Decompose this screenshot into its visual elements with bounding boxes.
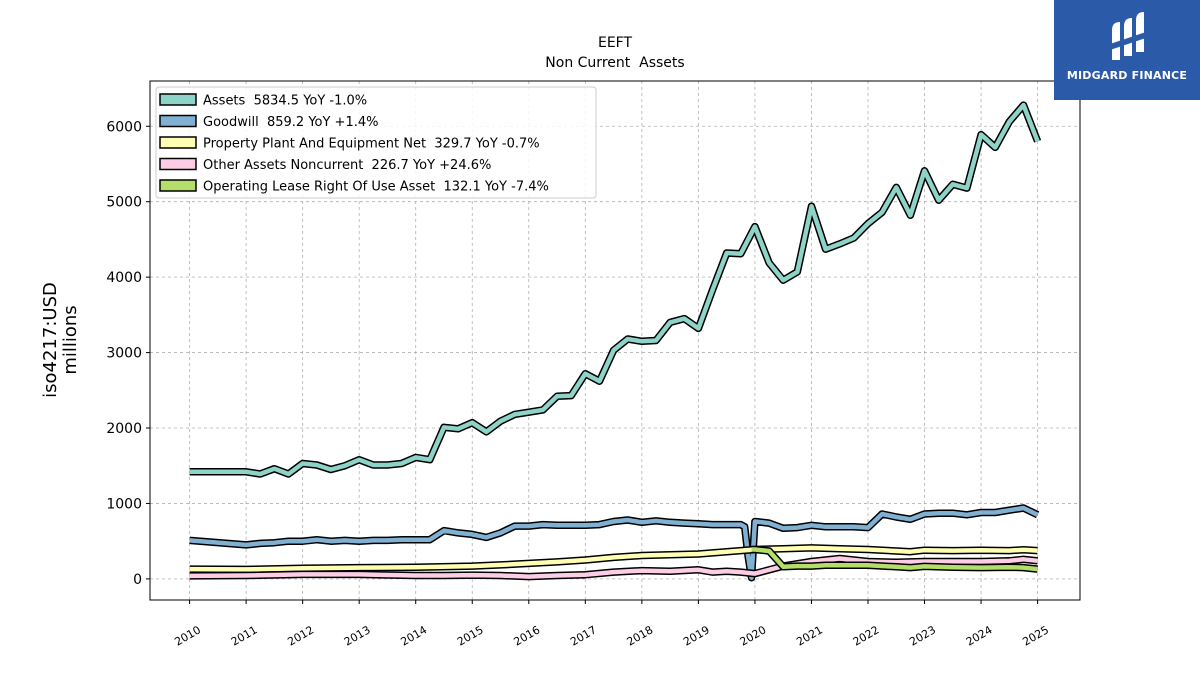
brand-logo: MIDGARD FINANCE: [1054, 0, 1200, 100]
y-axis-label: iso4217:USD millions: [40, 282, 81, 398]
y-tick-label: 5000: [106, 195, 142, 211]
x-tick-label: 2018: [625, 623, 656, 648]
x-tick-label: 2019: [681, 623, 712, 648]
y-tick-label: 0: [133, 572, 142, 588]
y-tick-label: 2000: [106, 421, 142, 437]
x-tick-label: 2023: [907, 623, 938, 648]
legend-swatch: [159, 114, 197, 128]
legend-entry: Other Assets Noncurrent 226.7 YoY +24.6%: [203, 158, 491, 173]
legend-swatch: [159, 179, 197, 192]
y-tick-label: 6000: [106, 119, 142, 135]
chart-subtitle: Non Current Assets: [545, 55, 684, 71]
x-tick-label: 2013: [342, 623, 373, 648]
legend-swatch: [159, 157, 197, 171]
x-tick-label: 2010: [172, 623, 203, 648]
y-axis-label-line: millions: [60, 305, 81, 374]
series-line: [189, 102, 1040, 477]
y-tick-label: 1000: [106, 496, 142, 512]
legend-swatch: [159, 93, 197, 106]
x-tick-label: 2011: [229, 623, 260, 648]
y-axis-label-line: iso4217:USD: [40, 282, 61, 398]
legend-entry: Operating Lease Right Of Use Asset 132.1…: [203, 180, 549, 195]
series-line: [751, 547, 1038, 572]
x-tick-label: 2016: [512, 623, 543, 648]
series-line: [189, 545, 1038, 572]
y-tick-label: 3000: [106, 346, 142, 362]
series-line: [189, 505, 1039, 580]
legend: Assets 5834.5 YoY -1.0% Goodwill 859.2 Yo…: [155, 86, 597, 199]
x-tick-label: 2024: [964, 623, 995, 648]
logo-mark-icon: [1110, 12, 1146, 60]
legend-box: [155, 86, 597, 199]
y-tick-label: 4000: [106, 270, 142, 286]
chart-title: EEFT: [598, 35, 632, 51]
series-layer: [189, 101, 1042, 582]
x-tick-label: 2020: [738, 623, 769, 648]
x-tick-label: 2012: [285, 623, 316, 648]
x-tick-label: 2022: [851, 623, 882, 648]
legend-swatch: [159, 136, 197, 149]
legend-entry: Assets 5834.5 YoY -1.0%: [203, 94, 367, 109]
x-tick-label: 2017: [568, 623, 599, 648]
plot-frame: [149, 80, 1081, 601]
x-tick-label: 2014: [398, 623, 429, 648]
x-tick-label: 2015: [455, 623, 486, 648]
brand-name: MIDGARD FINANCE: [1066, 69, 1188, 82]
x-tick-label: 2025: [1020, 623, 1051, 648]
x-tick-label: 2021: [794, 623, 825, 648]
legend-entry: Property Plant And Equipment Net 329.7 Y…: [203, 137, 540, 152]
series-line: [189, 556, 1038, 579]
legend-entry: Goodwill 859.2 YoY +1.4%: [203, 115, 378, 130]
